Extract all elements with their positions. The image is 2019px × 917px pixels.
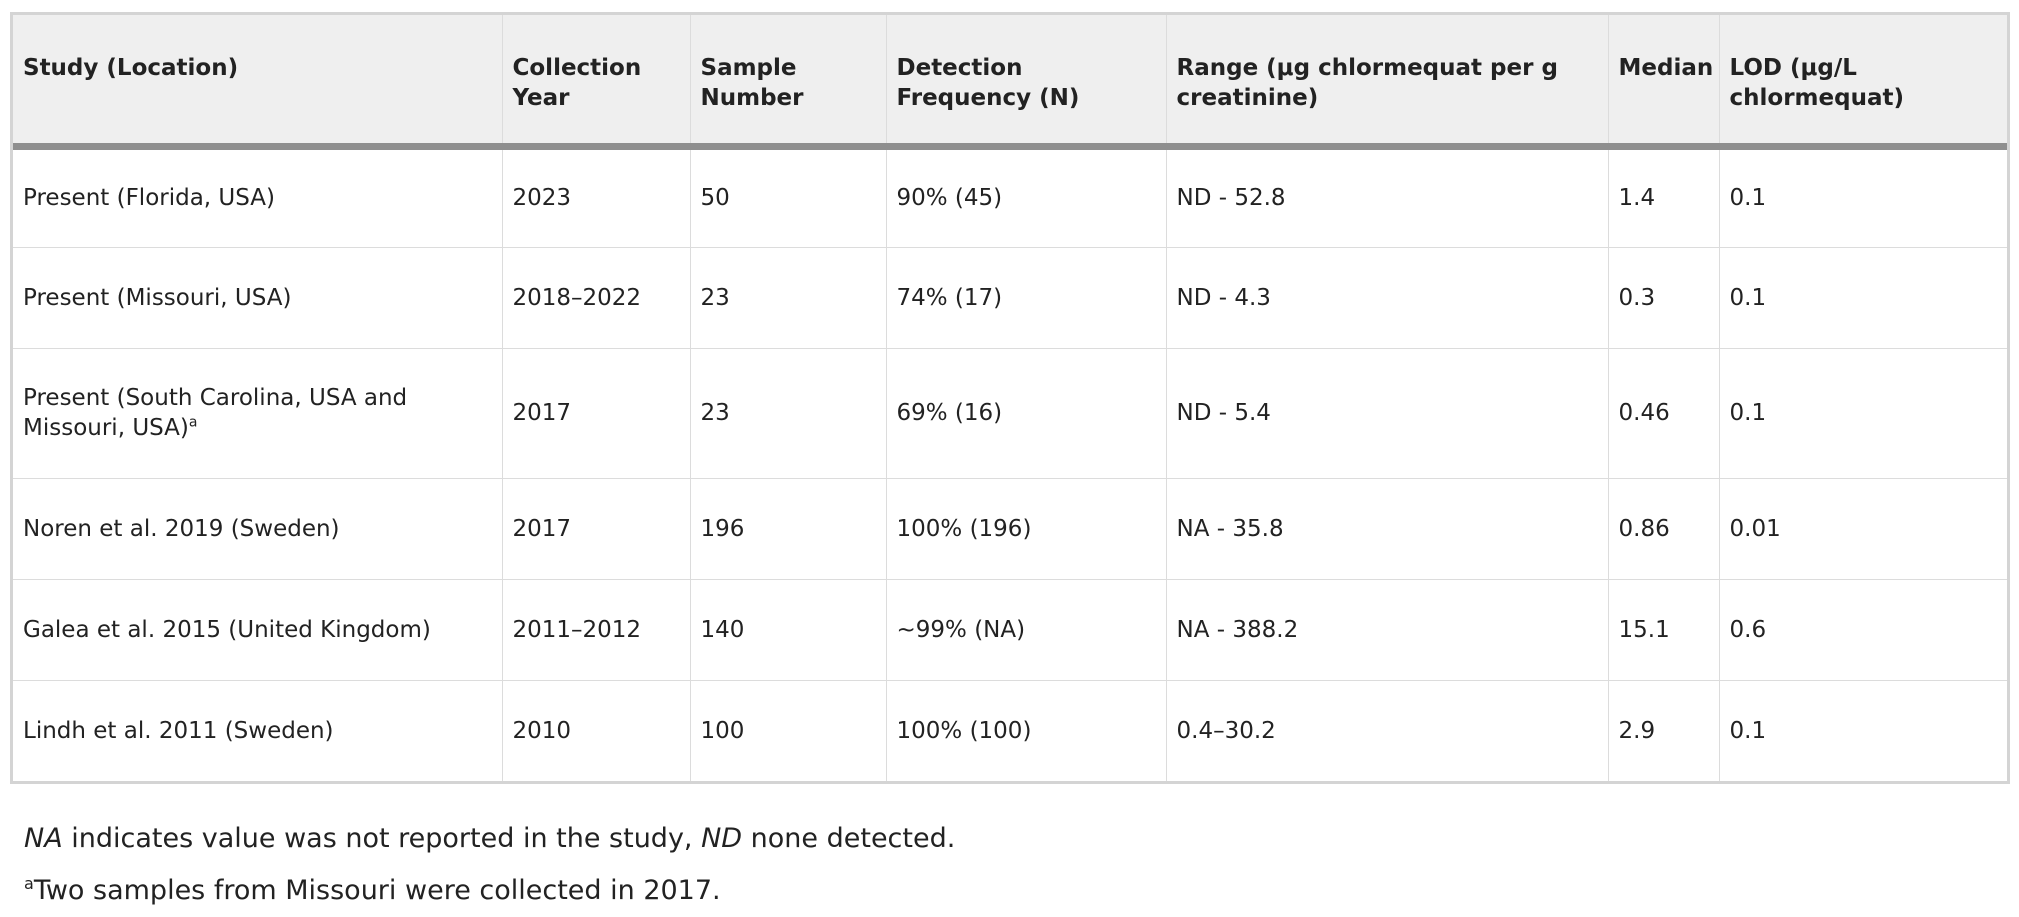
- header-median: Median: [1607, 15, 1719, 150]
- cell-detection: 100% (100): [885, 679, 1166, 781]
- cell-median: 15.1: [1607, 578, 1719, 680]
- cell-range: ND - 52.8: [1165, 146, 1608, 247]
- footnote-na-text: indicates value was not reported in the …: [62, 823, 702, 854]
- footnote-na-abbr: NA: [24, 823, 63, 854]
- cell-median: 1.4: [1607, 146, 1719, 247]
- header-collection-year: Collection Year: [501, 15, 690, 150]
- cell-detection: 69% (16): [885, 347, 1166, 478]
- cell-year: 2017: [501, 347, 690, 478]
- cell-lod: 0.6: [1718, 578, 2007, 680]
- header-range: Range (μg chlormequat per g creatinine): [1165, 15, 1608, 150]
- cell-detection: 90% (45): [885, 146, 1166, 247]
- table-row: Galea et al. 2015 (United Kingdom) 2011–…: [13, 578, 2007, 680]
- cell-median: 0.3: [1607, 246, 1719, 348]
- chlormequat-study-table: Study (Location) Collection Year Sample …: [13, 15, 2007, 781]
- header-sample-number: Sample Number: [689, 15, 886, 150]
- cell-median: 0.86: [1607, 477, 1719, 579]
- cell-lod: 0.1: [1718, 347, 2007, 478]
- cell-samples: 100: [689, 679, 886, 781]
- table-header-row: Study (Location) Collection Year Sample …: [13, 15, 2007, 150]
- cell-study: Lindh et al. 2011 (Sweden): [13, 679, 502, 781]
- table-row: Lindh et al. 2011 (Sweden) 2010 100 100%…: [13, 679, 2007, 781]
- table-footnotes: NA indicates value was not reported in t…: [24, 813, 955, 917]
- cell-samples: 50: [689, 146, 886, 247]
- footnote-marker: a: [24, 874, 34, 893]
- cell-detection: 74% (17): [885, 246, 1166, 348]
- cell-samples: 23: [689, 246, 886, 348]
- cell-lod: 0.1: [1718, 146, 2007, 247]
- footnote-marker: a: [188, 414, 198, 431]
- cell-study-text: Present (South Carolina, USA and Missour…: [23, 385, 408, 441]
- cell-study: Present (Missouri, USA): [13, 246, 502, 348]
- cell-range: ND - 4.3: [1165, 246, 1608, 348]
- cell-lod: 0.01: [1718, 477, 2007, 579]
- cell-detection: 100% (196): [885, 477, 1166, 579]
- cell-year: 2018–2022: [501, 246, 690, 348]
- header-study-location: Study (Location): [13, 15, 502, 150]
- footnote-a-text: Two samples from Missouri were collected…: [33, 875, 721, 906]
- footnote-nd-abbr: ND: [701, 823, 743, 854]
- cell-study: Present (South Carolina, USA and Missour…: [13, 347, 502, 478]
- cell-year: 2023: [501, 146, 690, 247]
- cell-range: ND - 5.4: [1165, 347, 1608, 478]
- cell-lod: 0.1: [1718, 246, 2007, 348]
- cell-study: Galea et al. 2015 (United Kingdom): [13, 578, 502, 680]
- cell-median: 2.9: [1607, 679, 1719, 781]
- cell-study: Noren et al. 2019 (Sweden): [13, 477, 502, 579]
- table-row: Present (South Carolina, USA and Missour…: [13, 347, 2007, 478]
- table-row: Present (Missouri, USA) 2018–2022 23 74%…: [13, 246, 2007, 348]
- cell-lod: 0.1: [1718, 679, 2007, 781]
- cell-year: 2017: [501, 477, 690, 579]
- cell-median: 0.46: [1607, 347, 1719, 478]
- table-row: Noren et al. 2019 (Sweden) 2017 196 100%…: [13, 477, 2007, 579]
- cell-samples: 23: [689, 347, 886, 478]
- cell-samples: 196: [689, 477, 886, 579]
- cell-range: NA - 35.8: [1165, 477, 1608, 579]
- footnote-nd-text: none detected.: [742, 823, 956, 854]
- cell-study: Present (Florida, USA): [23, 185, 276, 211]
- cell-year: 2010: [501, 679, 690, 781]
- footnote-a: aTwo samples from Missouri were collecte…: [24, 865, 955, 917]
- cell-detection: ~99% (NA): [885, 578, 1166, 680]
- footnote-abbreviations: NA indicates value was not reported in t…: [24, 813, 955, 865]
- table-row: Present (Florida, USA) 2023 50 90% (45) …: [13, 146, 2007, 247]
- data-table-container: Study (Location) Collection Year Sample …: [10, 12, 2010, 784]
- cell-year: 2011–2012: [501, 578, 690, 680]
- cell-range: NA - 388.2: [1165, 578, 1608, 680]
- cell-samples: 140: [689, 578, 886, 680]
- header-lod: LOD (μg/L chlormequat): [1718, 15, 2007, 150]
- header-detection-frequency: Detection Frequency (N): [885, 15, 1166, 150]
- cell-range: 0.4–30.2: [1165, 679, 1608, 781]
